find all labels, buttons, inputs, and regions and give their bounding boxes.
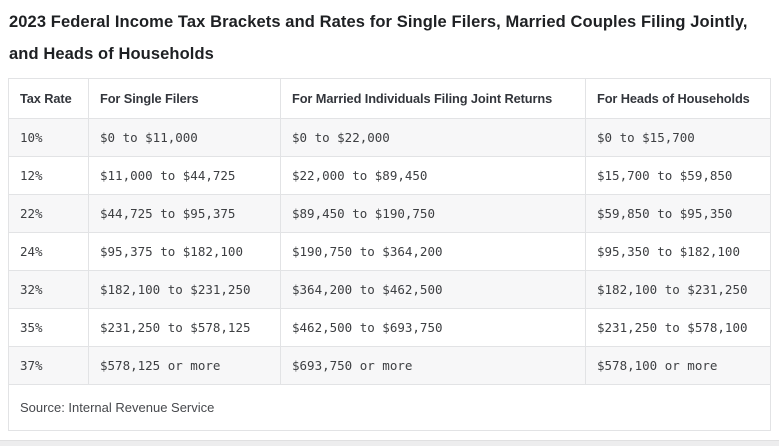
cell-single-filers: $95,375 to $182,100 (88, 232, 281, 271)
table-row: 24% $95,375 to $182,100 $190,750 to $364… (8, 232, 771, 271)
tax-brackets-table: Tax Rate For Single Filers For Married I… (8, 78, 771, 431)
page-title: 2023 Federal Income Tax Brackets and Rat… (9, 13, 748, 63)
table-row: 12% $11,000 to $44,725 $22,000 to $89,45… (8, 156, 771, 195)
cell-tax-rate: 32% (8, 270, 89, 309)
table-row: 10% $0 to $11,000 $0 to $22,000 $0 to $1… (8, 118, 771, 157)
column-header-heads-of-households: For Heads of Households (585, 78, 771, 119)
column-header-married-joint: For Married Individuals Filing Joint Ret… (280, 78, 586, 119)
table-row: 32% $182,100 to $231,250 $364,200 to $46… (8, 270, 771, 309)
cell-married-joint: $190,750 to $364,200 (280, 232, 586, 271)
cell-married-joint: $693,750 or more (280, 346, 586, 385)
table-row: 37% $578,125 or more $693,750 or more $5… (8, 346, 771, 385)
cell-heads-of-households: $182,100 to $231,250 (585, 270, 771, 309)
cell-tax-rate: 10% (8, 118, 89, 157)
cell-tax-rate: 22% (8, 194, 89, 233)
cell-tax-rate: 24% (8, 232, 89, 271)
cell-single-filers: $44,725 to $95,375 (88, 194, 281, 233)
cell-married-joint: $364,200 to $462,500 (280, 270, 586, 309)
cell-married-joint: $0 to $22,000 (280, 118, 586, 157)
cell-single-filers: $578,125 or more (88, 346, 281, 385)
column-header-tax-rate: Tax Rate (8, 78, 89, 119)
table-row: 35% $231,250 to $578,125 $462,500 to $69… (8, 308, 771, 347)
column-header-single-filers: For Single Filers (88, 78, 281, 119)
cell-heads-of-households: $15,700 to $59,850 (585, 156, 771, 195)
cell-heads-of-households: $59,850 to $95,350 (585, 194, 771, 233)
cell-married-joint: $89,450 to $190,750 (280, 194, 586, 233)
cell-tax-rate: 37% (8, 346, 89, 385)
cell-heads-of-households: $0 to $15,700 (585, 118, 771, 157)
cell-married-joint: $22,000 to $89,450 (280, 156, 586, 195)
cell-single-filers: $0 to $11,000 (88, 118, 281, 157)
source-note: Source: Internal Revenue Service (8, 384, 771, 431)
cell-heads-of-households: $95,350 to $182,100 (585, 232, 771, 271)
table-source-row: Source: Internal Revenue Service (8, 384, 771, 431)
cell-heads-of-households: $231,250 to $578,100 (585, 308, 771, 347)
cell-married-joint: $462,500 to $693,750 (280, 308, 586, 347)
cell-single-filers: $182,100 to $231,250 (88, 270, 281, 309)
cell-tax-rate: 35% (8, 308, 89, 347)
cell-heads-of-households: $578,100 or more (585, 346, 771, 385)
cell-single-filers: $231,250 to $578,125 (88, 308, 281, 347)
table-header-row: Tax Rate For Single Filers For Married I… (8, 78, 771, 119)
cell-tax-rate: 12% (8, 156, 89, 195)
cell-single-filers: $11,000 to $44,725 (88, 156, 281, 195)
table-row: 22% $44,725 to $95,375 $89,450 to $190,7… (8, 194, 771, 233)
bottom-edge-strip (0, 440, 779, 446)
